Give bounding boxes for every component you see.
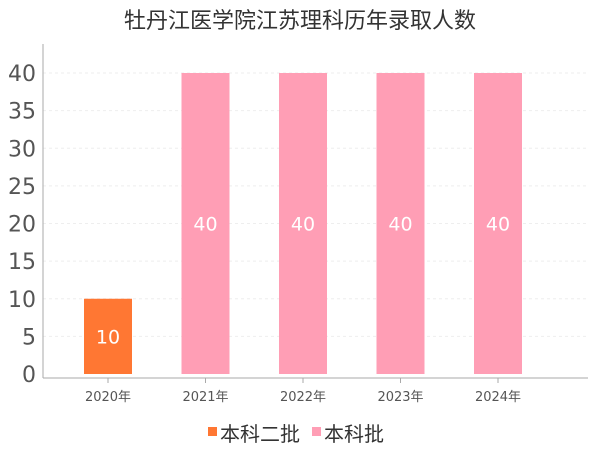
bar: [474, 73, 522, 374]
x-axis-ticks: 2020年 2021年 2022年 2023年 2024年: [85, 378, 521, 405]
y-tick-label: 10: [8, 288, 36, 313]
x-tick-label: 2022年: [280, 390, 326, 405]
legend-label: 本科二批: [220, 422, 300, 446]
y-tick-label: 20: [8, 213, 36, 238]
y-tick-label: 30: [8, 137, 36, 162]
data-label: 40: [388, 214, 412, 236]
legend-swatch: [208, 427, 217, 436]
data-label: 40: [486, 214, 510, 236]
y-tick-label: 25: [8, 175, 36, 200]
x-tick-label: 2020年: [85, 390, 131, 405]
legend: 本科二批 本科批: [208, 422, 384, 446]
y-tick-label: 0: [22, 363, 36, 388]
y-axis-ticks: 0 5 10 15 20 25 30 35 40: [8, 62, 36, 388]
bar: [84, 298, 132, 374]
y-tick-label: 35: [8, 100, 36, 125]
bar: [279, 73, 327, 374]
data-label: 10: [96, 326, 120, 348]
legend-swatch: [312, 427, 321, 436]
bar: [181, 73, 230, 374]
bar: [376, 73, 425, 374]
data-label: 40: [291, 214, 315, 236]
legend-label: 本科批: [324, 422, 384, 446]
chart-title: 牡丹江医学院江苏理科历年录取人数: [124, 9, 476, 34]
data-label: 40: [193, 214, 217, 236]
y-tick-label: 15: [8, 250, 36, 275]
y-tick-label: 40: [8, 62, 36, 87]
y-tick-label: 5: [22, 325, 36, 350]
bars-group: 10 40 40 40 40: [84, 73, 522, 374]
x-tick-label: 2024年: [475, 390, 521, 405]
x-tick-label: 2023年: [377, 390, 423, 405]
x-tick-label: 2021年: [182, 390, 228, 405]
